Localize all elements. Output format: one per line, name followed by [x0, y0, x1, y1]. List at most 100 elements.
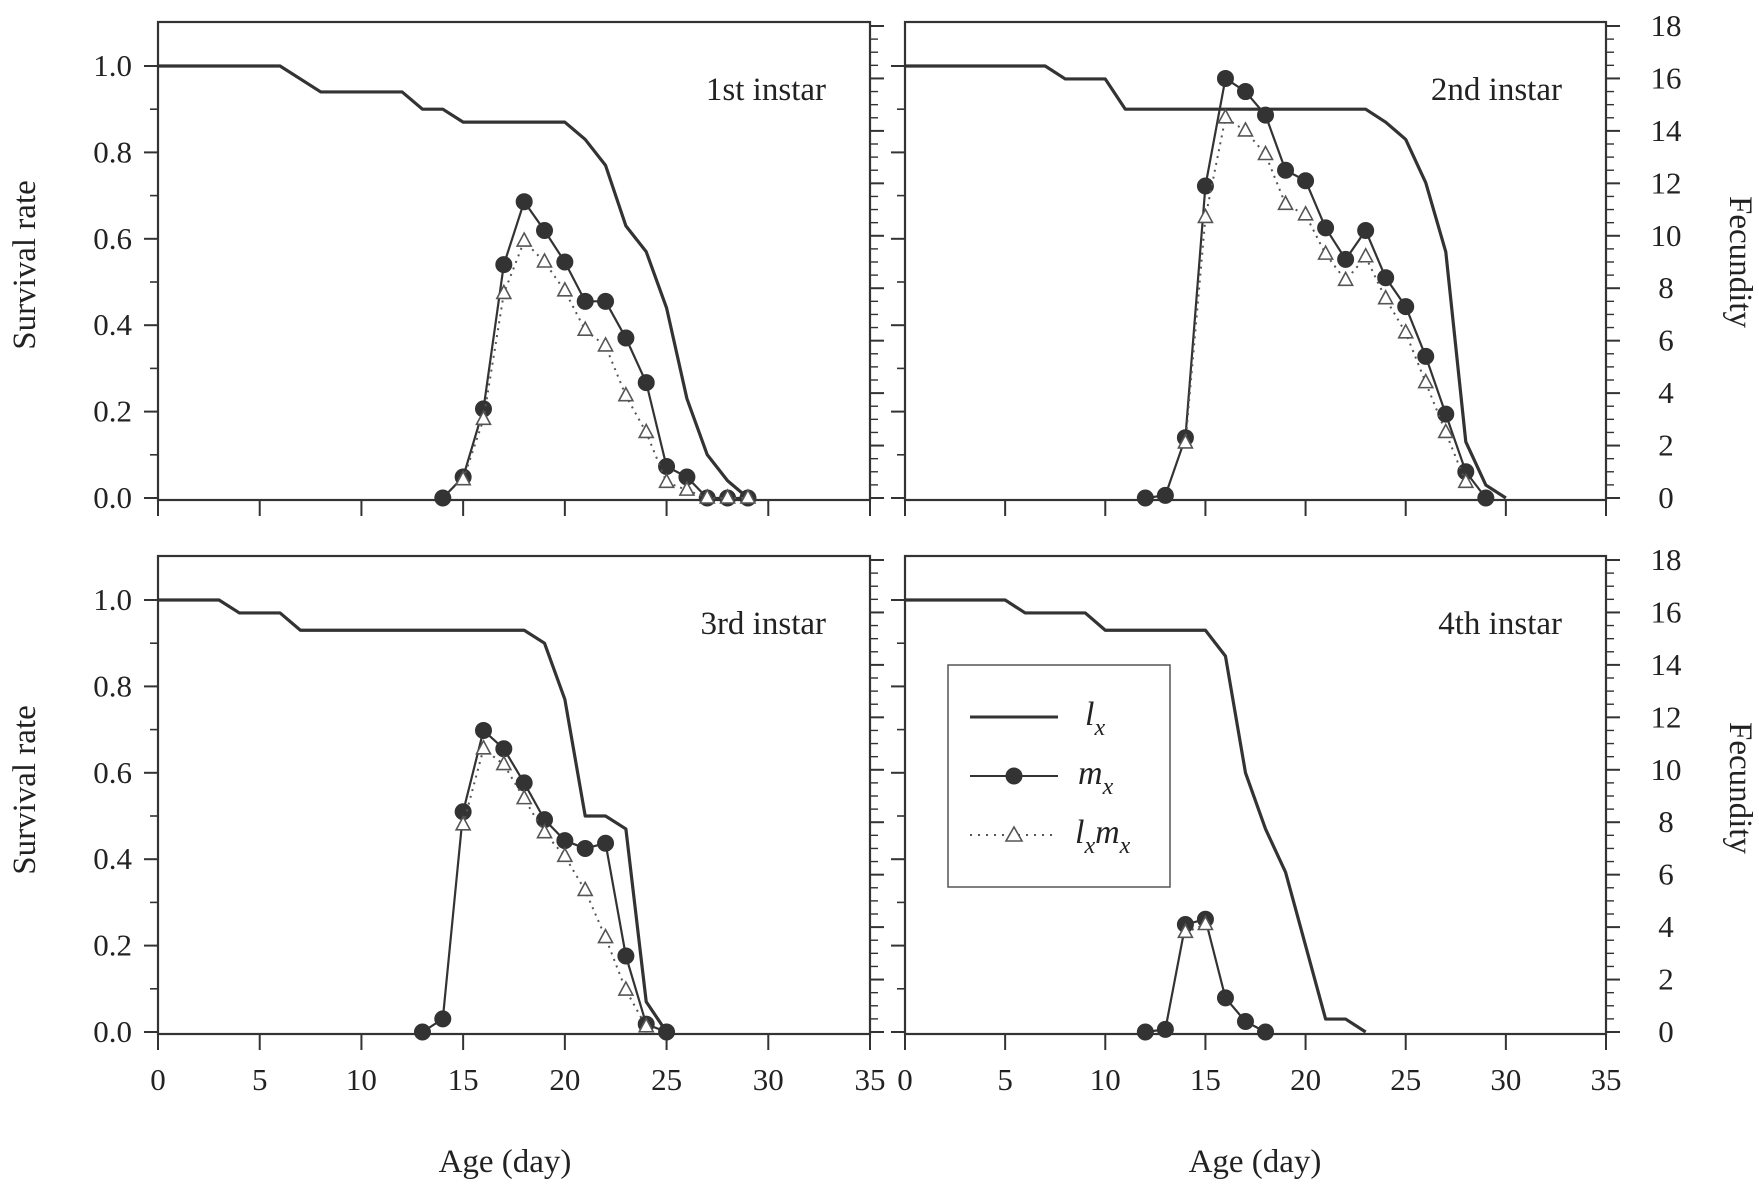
1st-instar-mx-point	[637, 374, 655, 392]
3rd-instar-mx-point	[495, 740, 513, 758]
2nd-instar-y2-tick-label: 2	[1658, 428, 1674, 463]
1st-instar-y-tick-label: 0.2	[93, 394, 132, 429]
4th-instar-title: 4th instar	[1438, 606, 1562, 642]
2nd-instar-y2-axis: 0 2 4 6 8 10 12 14 16 18	[1606, 8, 1682, 515]
legend-lxmx-label: lxmx	[1075, 814, 1131, 859]
3rd-instar-mx-point	[658, 1023, 676, 1041]
3rd-instar-title: 3rd instar	[700, 606, 826, 642]
1st-instar-mx-point	[576, 292, 594, 310]
1st-instar-lxmx-point	[475, 409, 492, 426]
1st-instar-lxmx-point	[658, 472, 675, 489]
1st-instar-series-mx	[434, 193, 757, 507]
3rd-instar-lxmx-point	[597, 927, 614, 944]
2nd-instar-series-lx	[905, 64, 1507, 500]
3rd-instar-mx-point	[474, 721, 492, 739]
2nd-instar-lxmx-point	[1317, 244, 1334, 260]
2nd-instar-mx-point	[1257, 106, 1275, 124]
2nd-instar-lxmx-point	[1297, 205, 1314, 221]
1st-instar-lxmx-point	[698, 488, 716, 504]
2nd-instar-lxmx-point	[1337, 270, 1354, 287]
4th-instar-series-mx	[1136, 910, 1275, 1041]
1st-instar-mx-line	[442, 199, 748, 500]
4th-instar-y2-tick-label: 4	[1658, 909, 1674, 944]
1st-instar-lxmx-point	[739, 488, 757, 504]
legend-mx-label: mx	[1078, 755, 1114, 800]
2nd-instar-lxmx-point	[1177, 433, 1194, 449]
left-axis-title-bottom: Survival rate	[7, 705, 43, 875]
4th-instar-x-axis: 0 5 10 15 20 25 30 35	[897, 1034, 1622, 1097]
legend-lxmx-main1: l	[1075, 814, 1084, 851]
3rd-instar-lxmx-point	[515, 788, 533, 805]
4th-instar-mx-point	[1216, 989, 1234, 1007]
legend-lxmx-sub2: x	[1119, 833, 1131, 859]
2nd-instar-lxmx-point	[1417, 372, 1435, 389]
1st-instar-y2-axis	[870, 25, 884, 499]
legend: lx mx lxmx	[947, 664, 1171, 888]
3rd-instar-y-tick-label: 1.0	[93, 582, 132, 617]
4th-instar-y-axis	[891, 599, 905, 1033]
4th-instar-x-tick-label: 15	[1190, 1062, 1221, 1097]
panel-2nd-instar: 0 2 4 6 8 10 12 14 16 18 2nd instar	[891, 8, 1682, 516]
3rd-instar-mx-line	[421, 728, 667, 1034]
4th-instar-x-tick-label: 0	[897, 1062, 913, 1097]
1st-instar-lxmx-point	[495, 283, 513, 300]
left-axis-title-top: Survival rate	[7, 180, 43, 350]
2nd-instar-lxmx-point	[1277, 194, 1294, 211]
4th-instar-mx-point	[1257, 1023, 1275, 1041]
3rd-instar-x-tick-label: 35	[855, 1062, 886, 1097]
1st-instar-y-tick-label: 0.0	[93, 480, 132, 515]
1st-instar-lxmx-point	[454, 469, 472, 486]
3rd-instar-y-tick-label: 0.2	[93, 928, 132, 963]
3rd-instar-mx-point	[576, 839, 594, 857]
4th-instar-x-tick-label: 5	[997, 1062, 1013, 1097]
4th-instar-lxmx-point	[1177, 922, 1194, 939]
3rd-instar-mx-point	[556, 832, 574, 850]
4th-instar-y2-tick-label: 10	[1651, 752, 1682, 787]
2nd-instar-mx-point	[1417, 347, 1435, 365]
x-axis-title-right: Age (day)	[1189, 1144, 1322, 1180]
3rd-instar-x-tick-label: 30	[753, 1062, 784, 1097]
legend-lx-main: l	[1085, 696, 1094, 733]
2nd-instar-y2-tick-label: 0	[1658, 480, 1674, 515]
4th-instar-x-tick-label: 35	[1591, 1062, 1622, 1097]
3rd-instar-x-tick-label: 5	[252, 1062, 268, 1097]
2nd-instar-y2-tick-label: 10	[1651, 218, 1682, 253]
4th-instar-frame	[903, 554, 1608, 1036]
x-axis-title-left: Age (day)	[439, 1144, 572, 1180]
2nd-instar-lxmx-point	[1457, 472, 1475, 489]
4th-instar-y2-tick-label: 14	[1651, 647, 1683, 682]
4th-instar-mx-point	[1156, 1020, 1174, 1038]
4th-instar-y2-tick-label: 0	[1658, 1014, 1674, 1049]
4th-instar-x-tick-label: 25	[1390, 1062, 1421, 1097]
2nd-instar-frame	[903, 20, 1608, 502]
2nd-instar-lxmx-point	[1197, 207, 1214, 224]
legend-lxmx-main2: m	[1095, 814, 1120, 851]
2nd-instar-lxmx-point	[1397, 323, 1415, 339]
3rd-instar-mx-point	[617, 947, 635, 965]
2nd-instar-y2-tick-label: 12	[1651, 165, 1682, 200]
1st-instar-y-tick-label: 1.0	[93, 48, 132, 83]
2nd-instar-lxmx-point	[1377, 289, 1395, 305]
3rd-instar-lxmx-point	[556, 846, 574, 863]
2nd-instar-mx-point	[1377, 269, 1395, 287]
4th-instar-y2-tick-label: 8	[1658, 804, 1674, 839]
2nd-instar-mx-line	[1145, 76, 1487, 500]
1st-instar-mx-point	[658, 458, 676, 476]
1st-instar-lxmx-point	[536, 252, 553, 268]
1st-instar-lxmx-point	[617, 386, 635, 402]
1st-instar-lxmx-point	[597, 336, 614, 352]
panel-1st-instar: 0.0 0.2 0.4 0.6 0.8 1.0 1st instar	[93, 20, 884, 516]
3rd-instar-lxmx-point	[536, 823, 553, 839]
4th-instar-x-tick-label: 30	[1490, 1062, 1521, 1097]
4th-instar-series-lxmx	[1177, 914, 1214, 939]
2nd-instar-y2-tick-label: 6	[1658, 323, 1674, 358]
1st-instar-lx-line	[158, 64, 749, 500]
3rd-instar-lxmx-point	[495, 754, 513, 771]
4th-instar-y2-tick-label: 16	[1651, 594, 1682, 629]
legend-mx-main: m	[1078, 755, 1103, 792]
3rd-instar-x-tick-label: 20	[549, 1062, 580, 1097]
panel-3rd-instar: 0 5 10 15 20 25 30 35 0.0 0.2 0.4 0.6 0.8 1.0 3rd inst…	[93, 554, 886, 1097]
2nd-instar-mx-point	[1236, 83, 1254, 101]
1st-instar-lxmx-line	[462, 239, 748, 499]
1st-instar-frame	[156, 20, 872, 502]
